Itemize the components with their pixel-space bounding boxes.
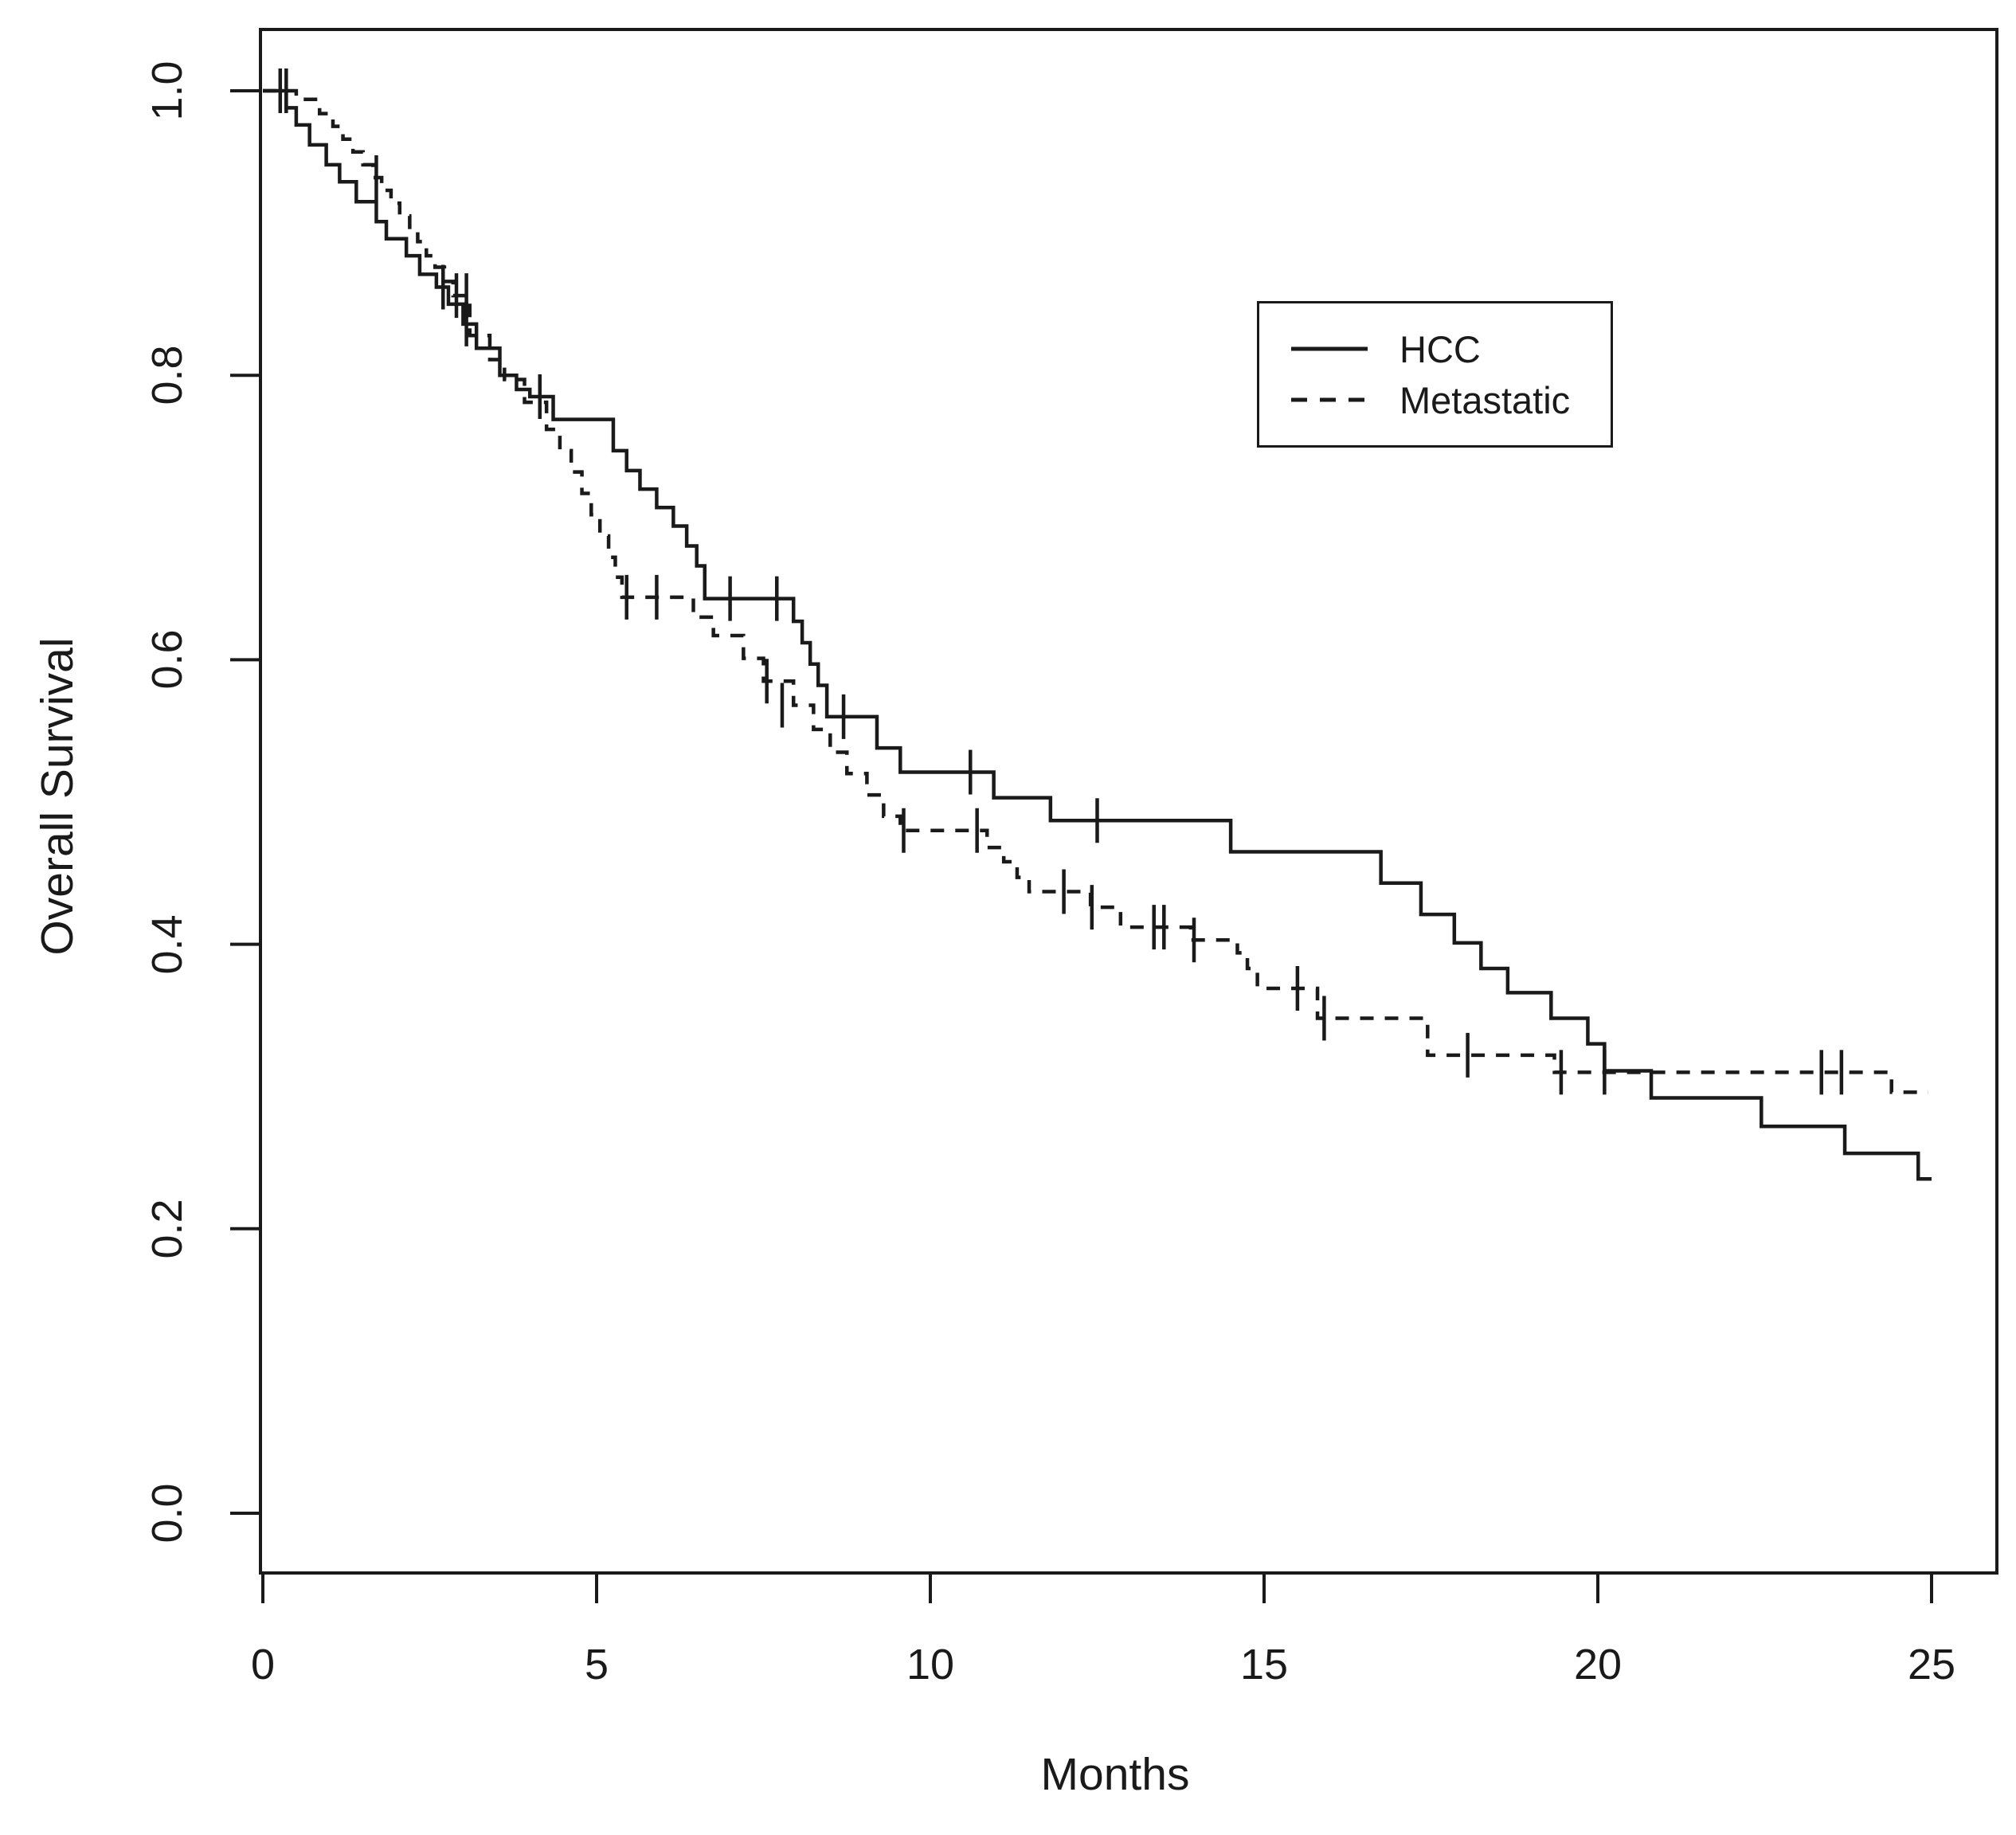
- y-tick-label: 0.0: [143, 1483, 191, 1544]
- legend-label-hcc: HCC: [1399, 327, 1481, 370]
- dashed-line-sample: [1291, 397, 1368, 402]
- y-axis-title: Overall Survival: [32, 637, 83, 956]
- x-tick-label: 15: [1239, 1641, 1289, 1688]
- legend-label-metastatic: Metastatic: [1399, 378, 1571, 421]
- x-tick-label: 25: [1907, 1641, 1956, 1688]
- x-tick-label: 20: [1573, 1641, 1623, 1688]
- legend-entry-hcc: HCC: [1291, 329, 1611, 369]
- y-tick-label: 0.4: [143, 914, 191, 975]
- y-tick-label: 0.2: [143, 1199, 191, 1259]
- y-tick-label: 1.0: [143, 61, 191, 121]
- x-tick-label: 10: [906, 1641, 955, 1688]
- legend: HCC Metastatic: [1257, 301, 1613, 448]
- y-tick-label: 0.8: [143, 345, 191, 405]
- solid-line-sample: [1291, 346, 1368, 351]
- survival-curve-hcc: [263, 88, 1932, 1181]
- y-tick-label: 0.6: [143, 629, 191, 690]
- x-axis-title: Months: [1040, 1749, 1190, 1800]
- plot-frame: [259, 28, 1998, 1575]
- legend-entry-metastatic: Metastatic: [1291, 380, 1611, 420]
- x-tick-label: 0: [250, 1641, 276, 1688]
- survival-curve-metastatic: [263, 88, 1928, 1094]
- x-tick-label: 5: [584, 1641, 609, 1688]
